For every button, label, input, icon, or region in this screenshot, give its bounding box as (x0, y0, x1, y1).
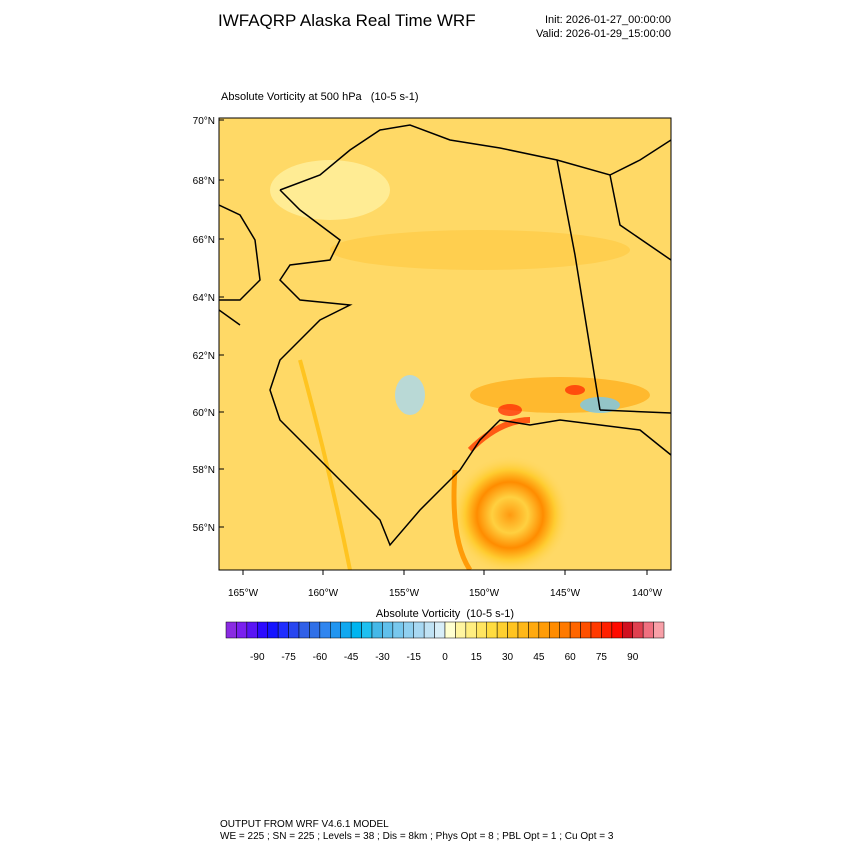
lon-label: 165°W (228, 588, 259, 599)
lat-label: 70°N (193, 116, 215, 127)
colorbar-swatch (476, 621, 487, 639)
colorbar-label: 60 (565, 652, 577, 663)
colorbar-swatch (330, 621, 341, 639)
colorbar-swatch (465, 621, 477, 639)
colorbar-label: 90 (627, 652, 639, 663)
map-field (219, 118, 671, 570)
lat-label: 68°N (193, 176, 215, 187)
colorbar-swatch (277, 621, 289, 639)
init-time: Init: 2026-01-27_00:00:00 (545, 14, 671, 26)
colorbar-swatch (267, 621, 279, 639)
colorbar-label: -90 (250, 652, 265, 663)
footer-line: OUTPUT FROM WRF V4.6.1 MODEL (220, 819, 389, 830)
map-frame (218, 117, 672, 571)
colorbar-swatch (622, 621, 633, 639)
colorbar-title: Absolute Vorticity (10-5 s-1) (376, 608, 514, 620)
colorbar-swatch (632, 621, 644, 639)
colorbar-swatch (486, 621, 498, 639)
colorbar-swatch (371, 621, 383, 639)
colorbar-swatch (288, 621, 300, 639)
colorbar-swatch (340, 621, 352, 639)
colorbar-swatch (236, 621, 248, 639)
colorbar-swatch (319, 621, 331, 639)
colorbar-swatch (590, 621, 602, 639)
lon-label: 160°W (308, 588, 339, 599)
lat-label: 60°N (193, 408, 215, 419)
lon-label: 150°W (469, 588, 500, 599)
lon-label: 140°W (632, 588, 663, 599)
colorbar-label: -75 (281, 652, 296, 663)
colorbar-swatch (423, 621, 435, 639)
colorbar-swatch (257, 621, 268, 639)
colorbar-swatch (653, 621, 665, 639)
colorbar-label: 0 (442, 652, 448, 663)
colorbar-label: -60 (313, 652, 328, 663)
colorbar-swatch (382, 621, 394, 639)
footer-line: WE = 225 ; SN = 225 ; Levels = 38 ; Dis … (220, 831, 614, 842)
valid-time: Valid: 2026-01-29_15:00:00 (536, 28, 671, 40)
colorbar-swatch (246, 621, 258, 639)
title: IWFAQRP Alaska Real Time WRF (218, 11, 476, 30)
colorbar-swatch (496, 621, 508, 639)
colorbar-label: 15 (471, 652, 483, 663)
colorbar-swatch (642, 621, 654, 639)
colorbar-label: -30 (375, 652, 390, 663)
colorbar-swatch (528, 621, 540, 639)
lat-label: 56°N (193, 523, 215, 534)
lat-label: 62°N (193, 351, 215, 362)
colorbar-swatch (392, 621, 404, 639)
colorbar-swatch (403, 621, 414, 639)
colorbar-swatch (517, 621, 529, 639)
lat-label: 64°N (193, 293, 215, 304)
colorbar-swatch (434, 621, 446, 639)
colorbar-label: 45 (533, 652, 545, 663)
colorbar-label: -15 (406, 652, 421, 663)
colorbar-swatch (549, 621, 560, 639)
colorbar-swatch (298, 621, 310, 639)
colorbar-swatch (413, 621, 425, 639)
colorbar-swatch (507, 621, 519, 639)
colorbar-label: 75 (596, 652, 608, 663)
colorbar-swatch (361, 621, 373, 639)
colorbar-swatch (559, 621, 571, 639)
colorbar-swatch (538, 621, 550, 639)
colorbar-swatch (455, 621, 467, 639)
colorbar-swatch (601, 621, 613, 639)
lon-label: 155°W (389, 588, 420, 599)
lat-label: 66°N (193, 235, 215, 246)
lat-label: 58°N (193, 465, 215, 476)
colorbar-label: 30 (502, 652, 514, 663)
map-title: Absolute Vorticity at 500 hPa (10-5 s-1) (221, 91, 419, 103)
colorbar-swatch (350, 621, 362, 639)
colorbar-swatch (309, 621, 321, 639)
colorbar-swatch (225, 621, 237, 639)
colorbar-swatch (611, 621, 623, 639)
lon-label: 145°W (550, 588, 581, 599)
colorbar-label: -45 (344, 652, 359, 663)
colorbar-swatch (580, 621, 592, 639)
colorbar-swatch (444, 621, 456, 639)
colorbar-swatch (569, 621, 581, 639)
